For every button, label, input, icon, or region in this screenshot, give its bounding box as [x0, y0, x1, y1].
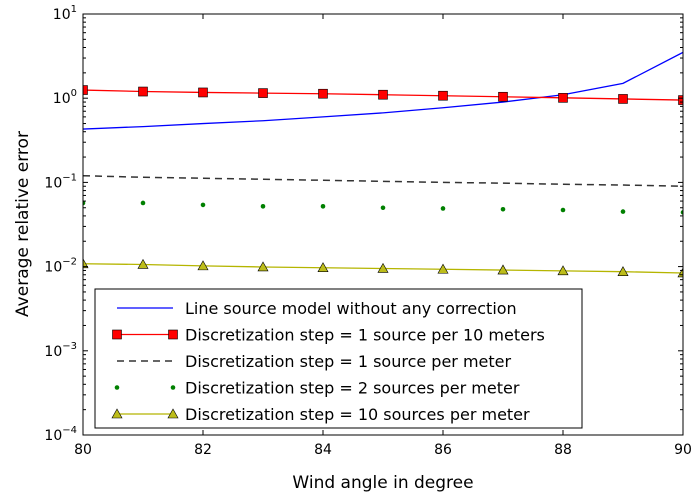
data-point [83, 85, 88, 95]
legend-marker [168, 329, 178, 340]
legend-entry: Line source model without any correction [117, 299, 517, 318]
data-point [317, 262, 329, 273]
data-point [440, 206, 446, 211]
legend-marker [112, 329, 122, 340]
y-tick-label: 101 [53, 4, 77, 23]
legend-label: Discretization step = 1 source per meter [185, 352, 512, 371]
legend-entry: Discretization step = 1 source per 10 me… [112, 326, 545, 345]
series-4 [83, 200, 683, 215]
x-tick-label: 86 [434, 442, 452, 458]
x-tick-label: 88 [554, 442, 572, 458]
series-line [83, 51, 683, 130]
data-point [320, 204, 326, 209]
data-point [257, 261, 269, 272]
data-point [498, 91, 508, 102]
x-tick-label: 90 [674, 442, 691, 458]
y-tick-label: 10−1 [44, 172, 77, 191]
legend-marker [111, 408, 123, 419]
series-3 [83, 174, 683, 188]
data-point [318, 88, 328, 99]
data-point [497, 264, 509, 275]
series-2 [83, 85, 683, 105]
data-point [258, 88, 268, 98]
legend-entry: Discretization step = 10 sources per met… [111, 405, 530, 424]
data-point [83, 200, 86, 206]
data-point [200, 202, 206, 208]
data-point [560, 207, 566, 213]
data-point [378, 89, 388, 100]
data-point [83, 258, 89, 269]
data-point [558, 93, 568, 103]
series-layer [83, 51, 683, 278]
data-point [380, 205, 386, 211]
data-point [680, 210, 683, 215]
data-point [437, 263, 449, 274]
y-tick-label: 100 [53, 88, 77, 107]
data-point [500, 206, 506, 212]
series-line [83, 174, 683, 188]
data-point [377, 262, 389, 273]
x-tick-label: 82 [194, 442, 212, 458]
x-tick-label: 80 [74, 442, 92, 458]
data-point [198, 87, 208, 98]
legend-label: Line source model without any correction [185, 299, 517, 318]
series-1 [83, 51, 683, 130]
legend-marker [114, 385, 120, 390]
y-axis-title: Average relative error [13, 131, 33, 317]
legend-marker [167, 408, 179, 419]
legend-entry: Discretization step = 2 sources per mete… [114, 379, 520, 398]
data-point [620, 209, 626, 214]
data-point [618, 94, 628, 104]
y-tick-label: 10−3 [44, 341, 77, 360]
data-point [438, 90, 448, 101]
y-tick-label: 10−4 [44, 425, 77, 444]
legend-label: Discretization step = 1 source per 10 me… [185, 326, 545, 345]
data-point [137, 258, 149, 269]
legend-label: Discretization step = 10 sources per met… [185, 405, 530, 424]
series-5 [83, 258, 683, 278]
plot-frame [82, 13, 684, 436]
y-tick-label: 10−2 [44, 257, 77, 276]
data-point [617, 266, 629, 276]
legend-entry: Discretization step = 1 source per meter [117, 352, 512, 371]
data-point [260, 204, 266, 209]
x-tick-label: 84 [314, 442, 332, 458]
legend-box [94, 288, 583, 429]
data-point [138, 86, 148, 97]
legend-marker [170, 385, 176, 390]
x-axis-title: Wind angle in degree [292, 473, 473, 493]
data-point [197, 260, 209, 271]
legend-label: Discretization step = 2 sources per mete… [185, 379, 520, 398]
data-point [557, 265, 569, 276]
data-point [140, 200, 146, 206]
legend: Line source model without any correction… [94, 288, 583, 429]
data-point [678, 95, 683, 105]
